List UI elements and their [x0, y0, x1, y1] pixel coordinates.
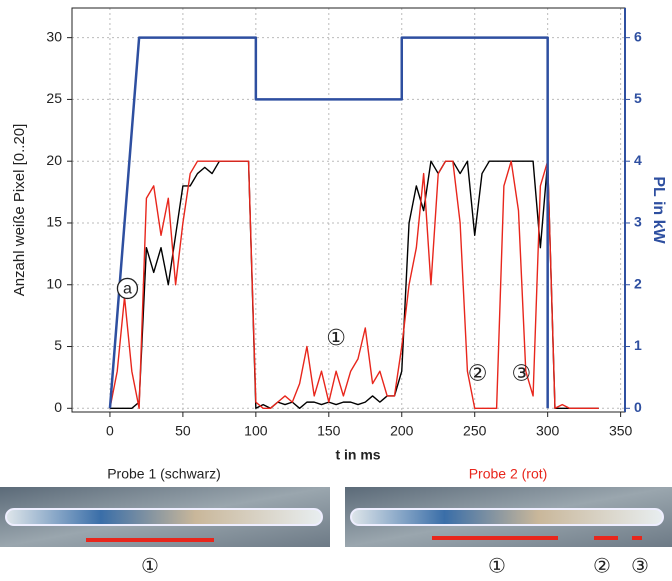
y2-tick-label: 1 [634, 337, 642, 353]
y-axis-label: Anzahl weiße Pixel [0..20] [11, 124, 28, 297]
y-tick-label: 0 [54, 399, 62, 415]
annotation-circle [116, 277, 139, 300]
photo-1 [0, 487, 330, 547]
y2-tick-label: 3 [634, 214, 642, 230]
x-tick-label: 200 [390, 423, 414, 439]
y2-tick-label: 0 [634, 399, 642, 415]
sample-marker: ① [488, 555, 506, 577]
data-line [108, 36, 549, 409]
y-tick-label: 15 [46, 214, 62, 230]
y2-tick-label: 5 [634, 90, 642, 106]
x-tick-label: 300 [536, 423, 560, 439]
sample-title: Probe 2 (rot) [469, 466, 548, 482]
x-tick-label: 50 [175, 423, 191, 439]
photo-2 [345, 487, 672, 547]
annotation: ② [468, 361, 488, 386]
plot-frame [71, 7, 626, 413]
sample-marker: ③ [631, 555, 649, 577]
annotation: ① [326, 325, 346, 350]
data-line [109, 160, 599, 409]
x-tick-label: 0 [106, 423, 114, 439]
y2-tick-label: 4 [634, 152, 642, 168]
y2-tick-label: 2 [634, 275, 642, 291]
sample-marker: ② [593, 555, 611, 577]
y-tick-label: 5 [54, 337, 62, 353]
y2-axis-label: PL in kW [650, 176, 667, 244]
x-axis-label: t in ms [335, 447, 380, 463]
y-tick-label: 10 [46, 275, 62, 291]
x-tick-label: 250 [463, 423, 487, 439]
annotation: ③ [512, 361, 532, 386]
x-tick-label: 350 [609, 423, 633, 439]
x-tick-label: 150 [317, 423, 341, 439]
y-tick-label: 25 [46, 90, 62, 106]
annotation: a [123, 281, 132, 298]
sample-title: Probe 1 (schwarz) [107, 466, 221, 482]
y2-tick-label: 6 [634, 28, 642, 44]
sample-marker: ① [141, 555, 159, 577]
data-line [109, 160, 599, 409]
x-tick-label: 100 [244, 423, 268, 439]
y-tick-label: 20 [46, 152, 62, 168]
y-tick-label: 30 [46, 28, 62, 44]
